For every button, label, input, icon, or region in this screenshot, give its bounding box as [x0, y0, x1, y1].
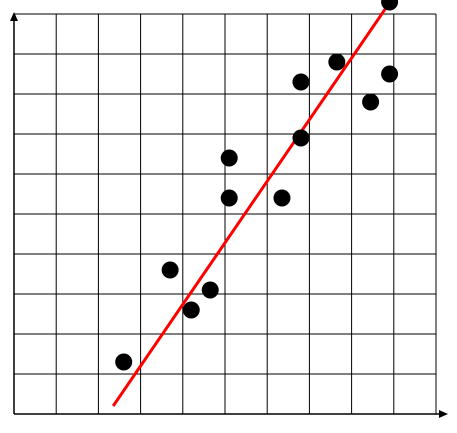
data-point: [201, 281, 219, 299]
points-group: [115, 0, 399, 371]
data-point: [292, 129, 310, 147]
y-axis-arrow: [10, 12, 18, 21]
grid: [14, 13, 437, 414]
data-point: [381, 65, 399, 83]
data-point: [220, 149, 238, 167]
data-point: [182, 301, 200, 319]
data-point: [381, 0, 399, 11]
trendline: [111, 0, 394, 407]
data-point: [273, 189, 291, 207]
trendline-group: [111, 0, 394, 407]
axes: [10, 12, 448, 418]
x-axis-arrow: [439, 410, 448, 418]
data-point: [115, 353, 133, 371]
data-point: [362, 93, 380, 111]
data-point: [328, 53, 346, 71]
data-point: [292, 73, 310, 91]
data-point: [161, 261, 179, 279]
data-point: [220, 189, 238, 207]
